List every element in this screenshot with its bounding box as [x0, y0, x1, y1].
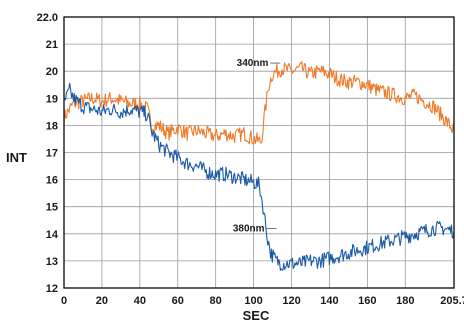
x-tick-label: 40 [134, 295, 146, 307]
y-tick-label: 18 [46, 120, 58, 132]
x-tick-label: 20 [96, 295, 108, 307]
series-lines [63, 61, 455, 271]
y-tick-label: 17 [46, 148, 58, 160]
series-line-340nm [63, 61, 455, 145]
series-line-380nm [63, 82, 455, 271]
y-tick-label: 16 [46, 175, 58, 187]
y-tick-label: 14 [46, 229, 59, 241]
x-axis-label: SEC [243, 308, 270, 321]
y-axis-label: INT [6, 150, 27, 165]
x-tick-labels: 0 20 40 60 80 100 120 140 160 180 205.7 [61, 295, 464, 307]
x-tick-label: 180 [396, 295, 414, 307]
annotations: 340nm 380nm [233, 58, 281, 234]
y-tick-label: 13 [46, 256, 58, 268]
x-tick-label: 140 [320, 295, 338, 307]
x-tick-label: 0 [61, 295, 67, 307]
x-tick-label: 100 [244, 295, 262, 307]
y-tick-label: 19 [46, 93, 58, 105]
x-tick-label: 205.7 [440, 295, 464, 307]
y-tick-labels: 12 13 14 15 16 17 18 19 20 21 22.0 [37, 12, 59, 295]
y-tick-label: 15 [46, 202, 58, 214]
x-tick-label: 80 [210, 295, 222, 307]
y-tick-label: 22.0 [37, 12, 58, 24]
y-tick-label: 20 [46, 66, 58, 78]
annotation-380nm: 380nm [233, 223, 265, 234]
x-tick-label: 60 [172, 295, 184, 307]
y-tick-label: 12 [46, 283, 58, 295]
annotation-340nm: 340nm [237, 58, 269, 69]
y-tick-label: 21 [46, 39, 58, 51]
plot-frame [63, 16, 455, 289]
x-tick-label: 160 [358, 295, 376, 307]
x-tick-label: 120 [282, 295, 300, 307]
